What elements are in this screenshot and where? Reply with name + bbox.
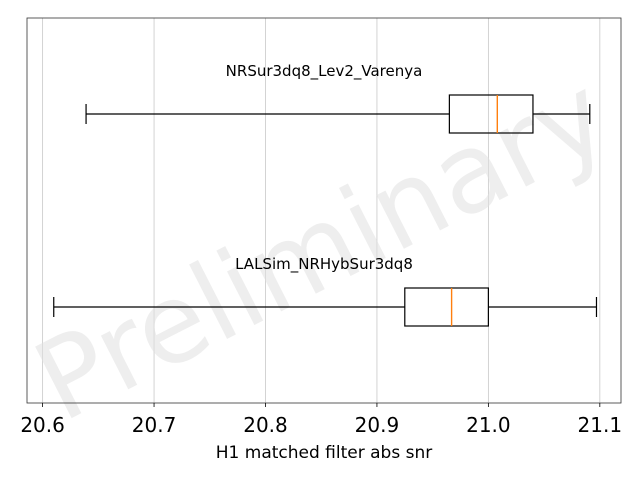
- x-tick-label: 21.1: [578, 413, 623, 437]
- watermark-text: Preliminary: [16, 50, 628, 446]
- plot-frame: [26, 17, 622, 404]
- x-tick-label: 20.8: [243, 413, 288, 437]
- box-iqr: [448, 94, 534, 134]
- x-axis-ticks: 20.6 20.7 20.8 20.9 21.0 21.1: [20, 403, 622, 437]
- x-tick-label: 20.6: [20, 413, 65, 437]
- x-tick-label: 21.0: [466, 413, 511, 437]
- box-iqr: [404, 287, 489, 327]
- x-tick-label: 20.9: [355, 413, 400, 437]
- x-axis-label: H1 matched filter abs snr: [216, 443, 432, 463]
- grid-lines: [42, 18, 601, 403]
- x-tick-label: 20.7: [132, 413, 177, 437]
- box-series: LALSim_NRHybSur3dq8: [53, 255, 598, 327]
- series-label: NRSur3dq8_Lev2_Varenya: [226, 62, 423, 81]
- series-label: LALSim_NRHybSur3dq8: [235, 255, 413, 274]
- box-plot-marks: NRSur3dq8_Lev2_Varenya LALSim_NRHybSur3dq…: [53, 62, 598, 327]
- box-series: NRSur3dq8_Lev2_Varenya: [85, 62, 591, 134]
